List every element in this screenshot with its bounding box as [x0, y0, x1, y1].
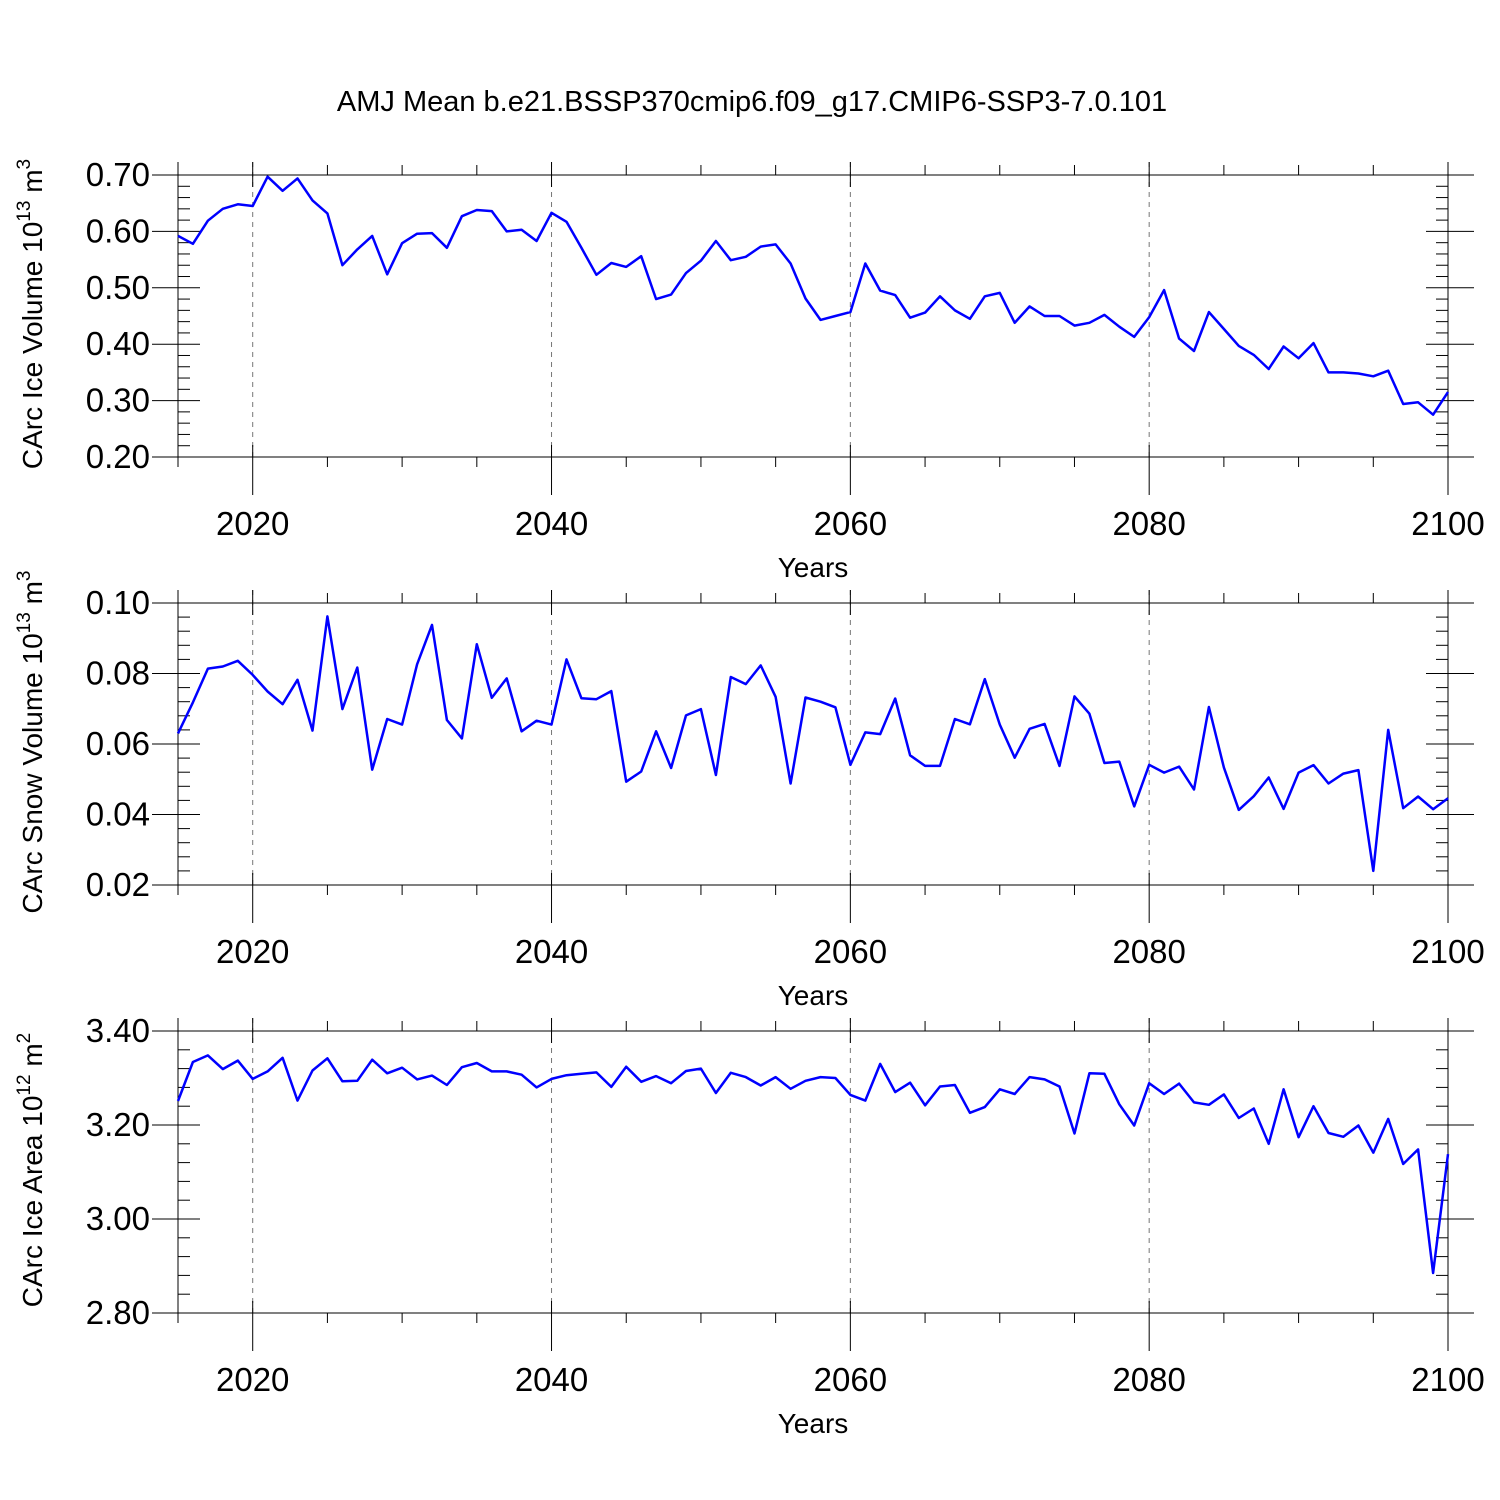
y-tick-label: 0.04 [86, 796, 150, 833]
y-axis-title: CArc Ice Volume 1013 m3 [14, 159, 48, 469]
x-tick-label: 2040 [515, 933, 588, 970]
figure-title: AMJ Mean b.e21.BSSP370cmip6.f09_g17.CMIP… [337, 86, 1167, 118]
y-tick-label: 0.10 [86, 584, 150, 621]
series-line [176, 615, 1449, 873]
x-tick-label: 2060 [814, 505, 887, 542]
y-tick-label: 3.40 [86, 1012, 150, 1049]
y-tick-label: 0.20 [86, 438, 150, 475]
x-tick-label: 2020 [216, 1361, 289, 1398]
x-tick-label: 2100 [1411, 1361, 1484, 1398]
y-tick-label: 3.00 [86, 1200, 150, 1237]
y-tick-label: 3.20 [86, 1106, 150, 1143]
y-tick-label: 0.08 [86, 655, 150, 692]
x-tick-label: 2020 [216, 505, 289, 542]
series-line [177, 175, 1450, 416]
x-axis-title: Years [778, 1408, 849, 1439]
series-line [176, 1054, 1450, 1275]
chart-panel-3: 2.80 3.00 3.20 3.40 2020 2040 2060 2080 2100 Year… [14, 1012, 1485, 1439]
x-tick-label: 2100 [1411, 933, 1484, 970]
x-tick-label: 2020 [216, 933, 289, 970]
y-tick-label: 0.40 [86, 325, 150, 362]
y-tick-label: 0.30 [86, 382, 150, 419]
x-tick-label: 2100 [1411, 505, 1484, 542]
y-axis-title: CArc Snow Volume 1013 m3 [14, 571, 48, 914]
x-tick-label: 2080 [1112, 933, 1185, 970]
y-tick-label: 0.50 [86, 269, 150, 306]
chart-panel-1: 0.20 0.30 0.40 0.50 0.60 0.70 2020 2040 2060 2080… [14, 156, 1485, 583]
y-tick-label: 0.02 [86, 866, 150, 903]
y-tick-label: 0.60 [86, 212, 150, 249]
x-axis-title: Years [778, 552, 849, 583]
x-tick-label: 2060 [814, 1361, 887, 1398]
y-tick-label: 2.80 [86, 1294, 150, 1331]
x-tick-label: 2040 [515, 505, 588, 542]
x-tick-label: 2040 [515, 1361, 588, 1398]
y-axis-title: CArc Ice Area 1012 m2 [14, 1033, 48, 1307]
x-tick-label: 2080 [1112, 1361, 1185, 1398]
y-tick-label: 0.06 [86, 725, 150, 762]
chart-panel-2: 0.02 0.04 0.06 0.08 0.10 2020 2040 2060 2080 2100… [14, 571, 1485, 1011]
x-tick-label: 2060 [814, 933, 887, 970]
x-tick-label: 2080 [1112, 505, 1185, 542]
y-tick-label: 0.70 [86, 156, 150, 193]
x-axis-title: Years [778, 980, 849, 1011]
